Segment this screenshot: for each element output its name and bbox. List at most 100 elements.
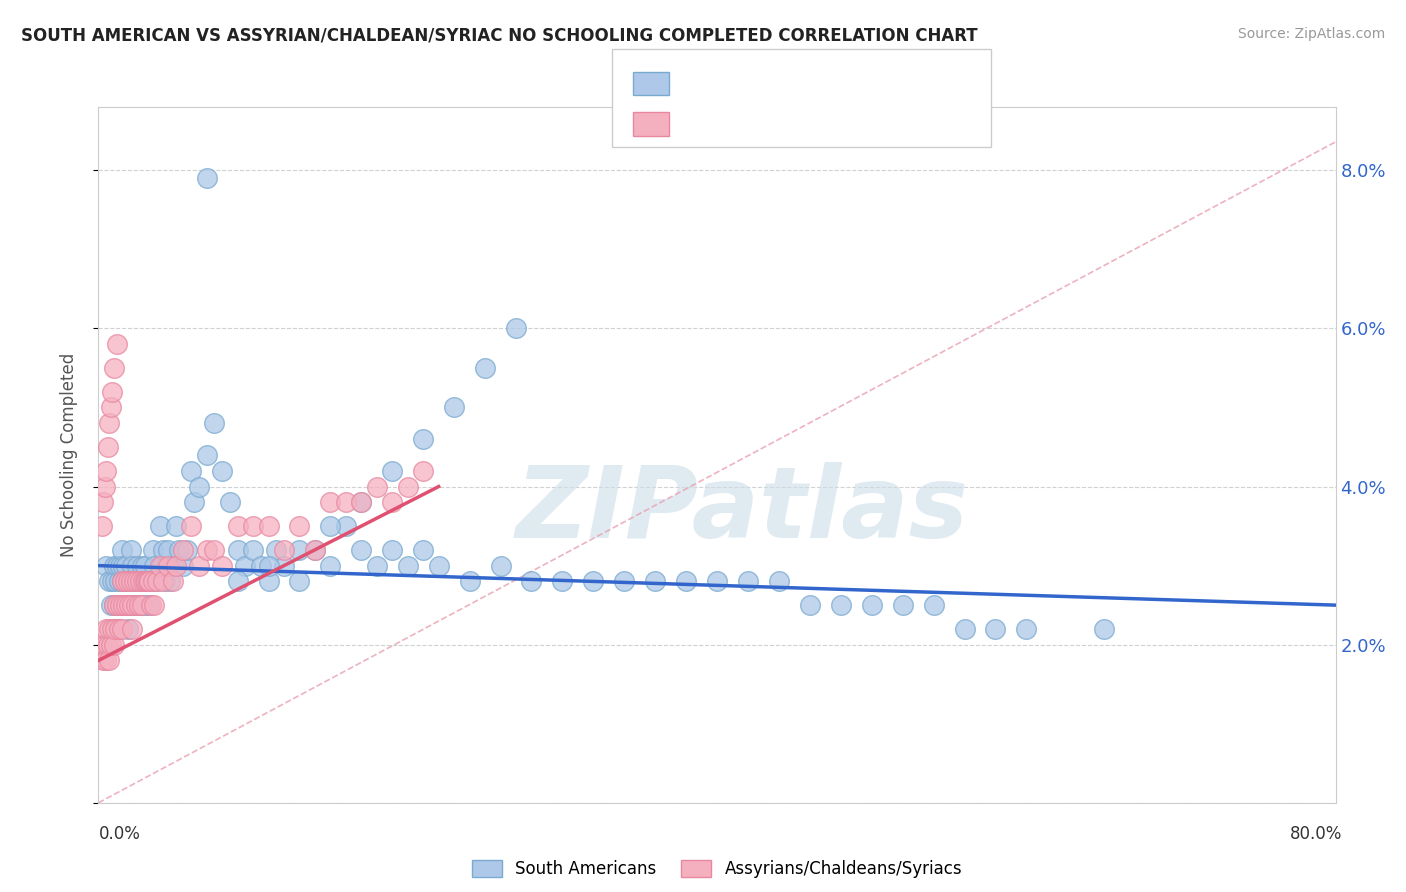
Point bbox=[98, 417, 121, 431]
Point bbox=[273, 558, 295, 573]
Text: N =: N = bbox=[780, 69, 837, 88]
Point bbox=[319, 495, 342, 509]
Point bbox=[103, 558, 125, 573]
Point bbox=[104, 622, 127, 636]
Point bbox=[108, 598, 131, 612]
Point bbox=[146, 574, 169, 589]
Point bbox=[520, 574, 543, 589]
Point bbox=[152, 542, 174, 557]
Point bbox=[150, 558, 173, 573]
Point bbox=[381, 542, 404, 557]
Point bbox=[121, 598, 143, 612]
Point bbox=[381, 464, 404, 478]
Point bbox=[266, 542, 288, 557]
Point bbox=[120, 598, 142, 612]
Text: 111: 111 bbox=[832, 69, 873, 88]
Point bbox=[101, 622, 124, 636]
Point bbox=[155, 558, 177, 573]
Point bbox=[551, 574, 574, 589]
Point bbox=[273, 542, 295, 557]
Point bbox=[134, 558, 156, 573]
Point bbox=[381, 495, 404, 509]
Point bbox=[93, 479, 115, 493]
Point bbox=[122, 574, 145, 589]
Point bbox=[176, 542, 198, 557]
Point bbox=[103, 638, 125, 652]
Point bbox=[288, 542, 311, 557]
Point bbox=[675, 574, 697, 589]
Point bbox=[129, 574, 152, 589]
Point bbox=[984, 622, 1007, 636]
Point bbox=[142, 542, 165, 557]
Point bbox=[115, 598, 138, 612]
Point bbox=[134, 574, 156, 589]
Point bbox=[1092, 622, 1115, 636]
Point bbox=[112, 558, 135, 573]
Point bbox=[117, 622, 139, 636]
Point bbox=[706, 574, 728, 589]
Point bbox=[226, 542, 249, 557]
Point bbox=[139, 574, 162, 589]
Text: SOUTH AMERICAN VS ASSYRIAN/CHALDEAN/SYRIAC NO SCHOOLING COMPLETED CORRELATION CH: SOUTH AMERICAN VS ASSYRIAN/CHALDEAN/SYRI… bbox=[21, 27, 977, 45]
Point bbox=[162, 558, 184, 573]
Point bbox=[152, 574, 174, 589]
Point bbox=[366, 479, 388, 493]
Point bbox=[136, 574, 159, 589]
Point bbox=[180, 519, 202, 533]
Point bbox=[127, 558, 149, 573]
Point bbox=[91, 495, 114, 509]
Point bbox=[117, 598, 139, 612]
Point bbox=[96, 558, 118, 573]
Point bbox=[396, 558, 419, 573]
Point bbox=[149, 519, 172, 533]
Point bbox=[304, 542, 326, 557]
Point bbox=[153, 574, 176, 589]
Point bbox=[188, 558, 211, 573]
Point bbox=[257, 574, 280, 589]
Point bbox=[157, 542, 180, 557]
Point bbox=[120, 574, 142, 589]
Point bbox=[219, 495, 242, 509]
Point bbox=[226, 574, 249, 589]
Point bbox=[118, 574, 141, 589]
Point bbox=[108, 558, 131, 573]
Point bbox=[953, 622, 976, 636]
Point bbox=[127, 598, 149, 612]
Point bbox=[159, 574, 181, 589]
Text: -0.067: -0.067 bbox=[727, 69, 796, 88]
Text: 76: 76 bbox=[832, 109, 859, 128]
Point bbox=[204, 417, 226, 431]
Point bbox=[90, 519, 112, 533]
Point bbox=[98, 653, 121, 667]
Point bbox=[96, 464, 118, 478]
Text: ZIPatlas: ZIPatlas bbox=[515, 462, 969, 559]
Point bbox=[103, 360, 125, 375]
Point bbox=[427, 558, 450, 573]
Point bbox=[115, 558, 138, 573]
Point bbox=[183, 495, 205, 509]
Point bbox=[180, 464, 202, 478]
Point bbox=[121, 558, 143, 573]
Point bbox=[138, 598, 160, 612]
Point bbox=[242, 542, 264, 557]
Point bbox=[162, 574, 184, 589]
Point bbox=[226, 519, 249, 533]
Text: 0.0%: 0.0% bbox=[98, 825, 141, 843]
Point bbox=[136, 574, 159, 589]
Point bbox=[737, 574, 759, 589]
Point bbox=[173, 558, 195, 573]
Point bbox=[114, 574, 136, 589]
Text: R =: R = bbox=[675, 109, 717, 128]
Point bbox=[242, 519, 264, 533]
Point bbox=[319, 558, 342, 573]
Point bbox=[105, 337, 128, 351]
Point bbox=[165, 519, 187, 533]
Legend: South Americans, Assyrians/Chaldeans/Syriacs: South Americans, Assyrians/Chaldeans/Syr… bbox=[465, 854, 969, 885]
Point bbox=[131, 598, 153, 612]
Point bbox=[135, 598, 157, 612]
Point bbox=[165, 558, 187, 573]
Point bbox=[235, 558, 257, 573]
Point bbox=[100, 638, 122, 652]
Point bbox=[173, 542, 195, 557]
Point bbox=[103, 622, 125, 636]
